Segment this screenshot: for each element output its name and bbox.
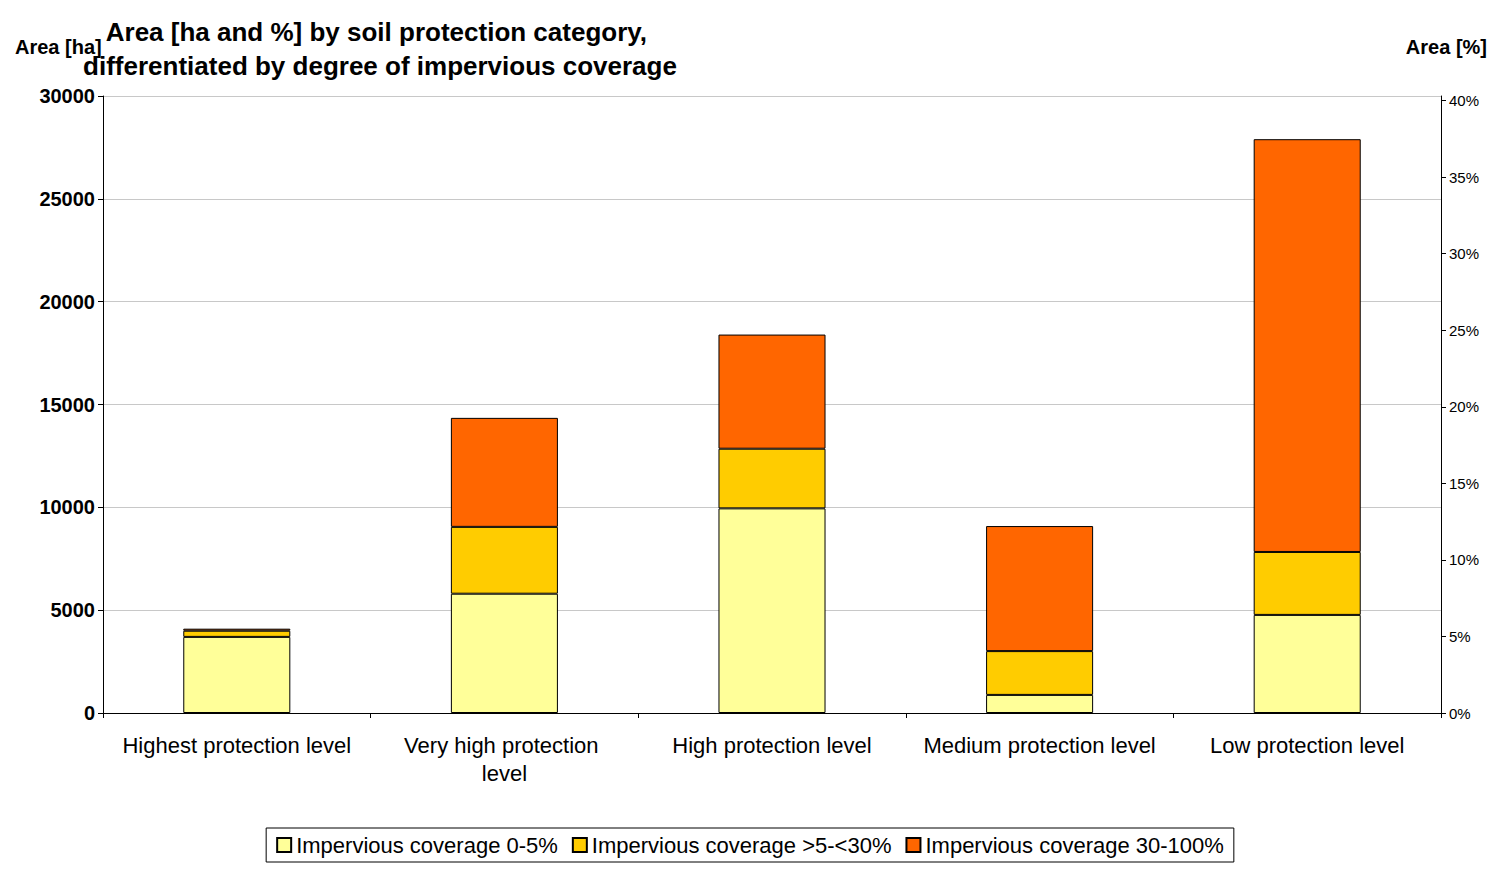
svg-text:Highest protection level: Highest protection level — [122, 733, 351, 758]
svg-text:40%: 40% — [1449, 92, 1479, 109]
svg-text:30%: 30% — [1449, 245, 1479, 262]
svg-text:25000: 25000 — [39, 188, 95, 210]
svg-text:15%: 15% — [1449, 475, 1479, 492]
svg-text:High protection level: High protection level — [672, 733, 871, 758]
svg-text:10000: 10000 — [39, 496, 95, 518]
svg-text:5000: 5000 — [51, 599, 96, 621]
svg-text:Very high protection: Very high protection — [404, 733, 605, 758]
svg-text:10%: 10% — [1449, 551, 1479, 568]
svg-text:Area [%]: Area [%] — [1406, 36, 1487, 58]
svg-text:30000: 30000 — [39, 85, 95, 107]
svg-text:25%: 25% — [1449, 322, 1479, 339]
svg-text:Low protection level: Low protection level — [1210, 733, 1404, 758]
svg-text:5%: 5% — [1449, 628, 1471, 645]
svg-text:Medium protection level: Medium protection level — [923, 733, 1155, 758]
svg-text:20000: 20000 — [39, 291, 95, 313]
svg-text:Impervious coverage 30-100%: Impervious coverage 30-100% — [925, 833, 1223, 858]
svg-text:Area [ha and %] by soil protec: Area [ha and %] by soil protection categ… — [106, 17, 655, 47]
svg-text:0: 0 — [84, 702, 95, 724]
svg-text:differentiated by degree of im: differentiated by degree of impervious c… — [83, 51, 677, 81]
svg-text:0%: 0% — [1449, 705, 1471, 722]
svg-text:Area [ha]: Area [ha] — [15, 36, 102, 58]
svg-text:Impervious coverage 0-5%: Impervious coverage 0-5% — [296, 833, 558, 858]
svg-text:20%: 20% — [1449, 398, 1479, 415]
svg-text:level: level — [482, 761, 527, 786]
svg-text:15000: 15000 — [39, 394, 95, 416]
svg-text:Impervious coverage >5-<30%: Impervious coverage >5-<30% — [592, 833, 892, 858]
svg-text:35%: 35% — [1449, 169, 1479, 186]
